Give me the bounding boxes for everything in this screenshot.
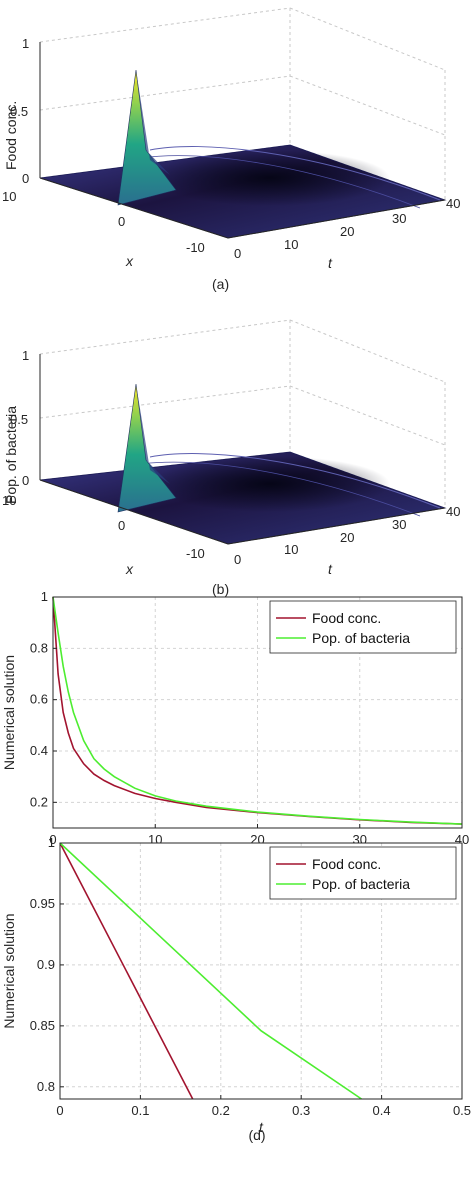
y-tick-label: 0.2 — [30, 794, 48, 809]
t-tick: 20 — [340, 224, 354, 239]
y-axis-label: Numerical solution — [1, 913, 17, 1028]
z-tick: 0.5 — [10, 104, 28, 119]
series-line-pop-bacteria — [52, 596, 463, 825]
t-tick: 10 — [284, 237, 298, 252]
t-tick: 10 — [284, 542, 298, 557]
panel-caption: (b) — [212, 581, 229, 597]
x-tick-label: 0.5 — [453, 1103, 471, 1118]
y-tick-label: 0.4 — [30, 743, 48, 758]
y-tick-label: 0.8 — [30, 640, 48, 655]
z-tick: 0 — [22, 473, 29, 488]
x-axis-label: t — [259, 1119, 264, 1135]
z-tick: 1 — [22, 36, 29, 51]
z-tick: 0.5 — [10, 412, 28, 427]
x-tick-label: 0.4 — [373, 1103, 391, 1118]
y-tick-label: 1 — [41, 589, 48, 604]
z-axis-label: Food conc. — [3, 101, 19, 170]
x-tick-label: 0.3 — [292, 1103, 310, 1118]
x-tick-label: 0 — [49, 832, 56, 847]
y-tick-label: 1 — [48, 835, 55, 850]
t-tick: 40 — [446, 196, 460, 211]
y-tick-label: 0.95 — [30, 896, 55, 911]
t-tick: 30 — [392, 517, 406, 532]
legend-label: Food conc. — [312, 856, 381, 872]
x-axis-label: x — [125, 253, 134, 269]
x-tick: 0 — [118, 518, 125, 533]
z-tick: 0 — [22, 171, 29, 186]
t-tick: 0 — [234, 552, 241, 567]
series-line-pop-bacteria — [59, 842, 362, 1100]
panel-a-surface — [39, 69, 447, 239]
panel-caption: (a) — [212, 276, 229, 292]
t-tick: 0 — [234, 246, 241, 261]
x-tick-label: 0.1 — [131, 1103, 149, 1118]
t-tick: 40 — [446, 504, 460, 519]
legend-label: Pop. of bacteria — [312, 876, 410, 892]
legend-box — [269, 846, 457, 900]
x-tick: 0 — [118, 214, 125, 229]
x-axis-label: x — [125, 561, 134, 577]
x-tick-label: 0 — [56, 1103, 63, 1118]
y-tick-label: 0.85 — [30, 1018, 55, 1033]
axes-box — [59, 842, 463, 1100]
t-axis-label: t — [328, 561, 333, 577]
z-tick: 1 — [22, 348, 29, 363]
panel-a-axes — [39, 42, 446, 239]
t-tick: 30 — [392, 211, 406, 226]
z-axis-label: Pop. of bacteria — [3, 406, 19, 504]
y-axis-label: Numerical solution — [1, 655, 17, 770]
series-line-food-conc — [59, 842, 194, 1100]
surface-panel-b: 1 0.5 0 Pop. of bacteria 10 0 -10 x 0 10… — [2, 319, 460, 597]
x-tick: 10 — [2, 493, 16, 508]
y-tick-label: 0.6 — [30, 692, 48, 707]
surface-panel-a: 1 0.5 0 Food conc. 10 0 -10 x 0 10 20 30… — [2, 7, 460, 292]
panel-b-surface — [39, 383, 447, 545]
t-axis-label: t — [328, 255, 333, 271]
legend-label: Pop. of bacteria — [312, 630, 410, 646]
y-tick-label: 0.9 — [37, 957, 55, 972]
line-chart-panel-d: 0 0.1 0.2 0.3 0.4 0.5 0.8 0.85 0.9 0.95 1 t Numerica… — [1, 835, 471, 1143]
panel-b-axes — [39, 354, 446, 545]
legend-box — [269, 600, 457, 654]
legend-label: Food conc. — [312, 610, 381, 626]
y-tick-label: 0.8 — [37, 1079, 55, 1094]
x-tick: 10 — [2, 189, 16, 204]
x-tick: -10 — [186, 240, 205, 255]
x-tick-label: 0.2 — [212, 1103, 230, 1118]
t-tick: 20 — [340, 530, 354, 545]
panel-caption: (d) — [248, 1127, 265, 1143]
x-tick: -10 — [186, 546, 205, 561]
